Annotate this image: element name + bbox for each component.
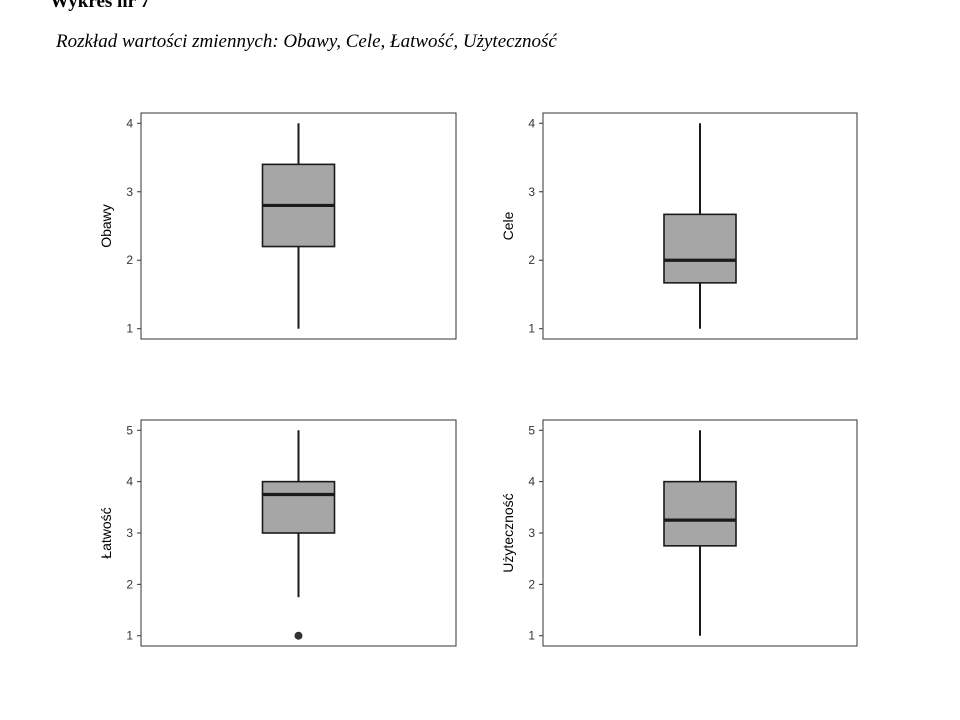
outlier-point — [294, 631, 303, 640]
y-tick-label: 1 — [126, 629, 133, 643]
y-axis-title: Obawy — [98, 204, 114, 248]
figure-subtitle: Rozkład wartości zmiennych: Obawy, Cele,… — [56, 31, 557, 52]
boxplot-panel-1: 1 2 3 4 Obawy — [98, 112, 457, 340]
boxplot-panel-4: 1 2 3 4 5 Użyteczność — [500, 419, 858, 647]
y-tick-label: 4 — [528, 116, 535, 130]
y-tick-label: 3 — [528, 526, 535, 540]
y-tick-label: 1 — [528, 629, 535, 643]
y-axis-title: Użyteczność — [500, 493, 516, 572]
y-tick-label: 5 — [528, 423, 535, 437]
y-tick-label: 4 — [528, 475, 535, 489]
y-axis-title: Łatwość — [98, 507, 114, 558]
y-tick-label: 3 — [528, 185, 535, 199]
plot-frame — [542, 112, 858, 340]
y-tick-label: 5 — [126, 423, 133, 437]
y-tick-label: 2 — [528, 577, 535, 591]
y-tick-label: 2 — [528, 253, 535, 267]
y-tick-label: 3 — [126, 185, 133, 199]
y-tick-label: 4 — [126, 116, 133, 130]
iqr-box — [663, 213, 737, 284]
y-tick-label: 3 — [126, 526, 133, 540]
y-tick-label: 4 — [126, 475, 133, 489]
iqr-box — [663, 480, 737, 547]
y-axis-title: Cele — [500, 211, 516, 240]
iqr-box — [261, 480, 336, 534]
y-tick-label: 2 — [126, 253, 133, 267]
y-tick-label: 1 — [126, 322, 133, 336]
boxplot-panel-3: 1 2 3 4 5 Łatwość — [98, 419, 457, 647]
y-tick-label: 2 — [126, 577, 133, 591]
y-tick-label: 1 — [528, 322, 535, 336]
figure-heading: Wykres nr 7 — [50, 0, 150, 12]
plot-frame — [140, 112, 457, 340]
boxplot-panel-2: 1 2 3 4 Cele — [500, 112, 858, 340]
